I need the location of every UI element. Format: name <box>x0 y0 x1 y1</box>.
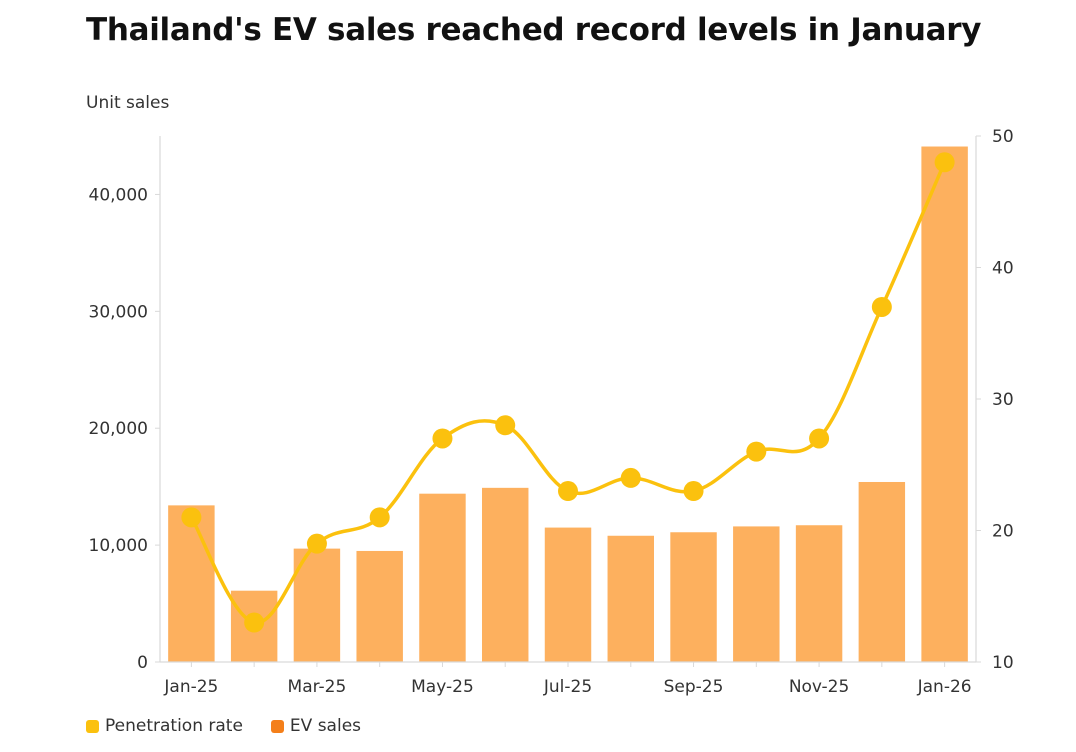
ev-sales-bar-Apr-25[interactable] <box>356 550 403 662</box>
left-axis-tick-label: 30,000 <box>89 302 148 322</box>
ev-sales-bar-Nov-25[interactable] <box>795 525 843 662</box>
ev-sales-bars <box>168 146 968 662</box>
ev-sales-bar-May-25[interactable] <box>419 493 466 662</box>
penetration-rate-swatch <box>86 719 99 733</box>
legend-item-ev-sales[interactable]: EV sales <box>270 716 362 736</box>
right-axis-tick-label: 10 <box>992 653 1014 673</box>
chart-title: Thailand's EV sales reached record level… <box>86 12 982 48</box>
penetration-rate-point-Apr-25[interactable] <box>369 507 390 528</box>
x-axis-tick-label: Mar-25 <box>288 677 347 697</box>
penetration-rate-points <box>181 152 955 633</box>
ev-sales-bar-Aug-25[interactable] <box>607 535 654 662</box>
ev-sales-bar-Mar-25[interactable] <box>293 548 341 662</box>
ev-sales-bar-Jun-25[interactable] <box>482 487 529 662</box>
penetration-rate-point-Jul-25[interactable] <box>558 481 578 502</box>
penetration-rate-point-Mar-25[interactable] <box>306 533 327 554</box>
x-axis-tick-label: Sep-25 <box>664 677 724 697</box>
left-axis-tick-label: 40,000 <box>89 185 148 205</box>
penetration-rate-point-Jun-25[interactable] <box>495 415 516 436</box>
right-axis-tick-label: 20 <box>992 522 1014 542</box>
penetration-rate-point-Jan-26[interactable] <box>934 152 955 173</box>
x-axis-tick-label: Jan-25 <box>163 677 218 697</box>
left-axis-tick-label: 10,000 <box>89 536 148 556</box>
ev-sales-bar-Jan-25[interactable] <box>168 505 215 662</box>
penetration-rate-point-Feb-25[interactable] <box>244 612 265 633</box>
penetration-rate-point-May-25[interactable] <box>432 428 453 449</box>
ev-sales-bar-Oct-25[interactable] <box>733 526 780 662</box>
penetration-rate-point-Aug-25[interactable] <box>620 467 641 488</box>
x-axis-tick-label: May-25 <box>411 677 474 697</box>
penetration-rate-point-Dec-25[interactable] <box>871 296 892 317</box>
x-axis-tick-label: Jul-25 <box>543 677 592 697</box>
right-axis-tick-label: 30 <box>992 390 1014 410</box>
penetration-rate-point-Sep-25[interactable] <box>683 481 704 502</box>
penetration-rate-point-Oct-25[interactable] <box>746 441 767 462</box>
ev-sales-bar-Jan-26[interactable] <box>921 146 968 662</box>
left-axis-tick-label: 0 <box>137 653 148 673</box>
right-axis-tick-label: 50 <box>992 127 1014 147</box>
right-axis-tick-label: 40 <box>992 259 1014 279</box>
chart-axes <box>155 135 981 667</box>
ev-sales-bar-Dec-25[interactable] <box>858 481 906 662</box>
legend-label-ev-sales: EV sales <box>289 716 362 736</box>
penetration-rate-point-Jan-25[interactable] <box>181 507 202 528</box>
penetration-rate-point-Nov-25[interactable] <box>809 428 830 449</box>
ev-sales-swatch <box>270 719 284 733</box>
left-axis-unit-label: Unit sales <box>86 93 170 113</box>
left-axis-tick-label: 20,000 <box>89 419 148 439</box>
ev-sales-bar-Sep-25[interactable] <box>670 532 717 662</box>
legend-label-penetration-rate: Penetration rate <box>105 716 243 736</box>
ev-sales-bar-Jul-25[interactable] <box>544 527 592 662</box>
legend-item-penetration-rate[interactable]: Penetration rate <box>86 716 243 736</box>
axis-tick-labels: 0 10,000 20,000 30,000 40,000 10 20 30 40 50 Jan-2… <box>89 127 1014 697</box>
x-axis-tick-label: Nov-25 <box>789 677 850 697</box>
chart-legend: Penetration rate EV sales <box>86 716 361 736</box>
x-axis-tick-label: Jan-26 <box>917 677 972 697</box>
